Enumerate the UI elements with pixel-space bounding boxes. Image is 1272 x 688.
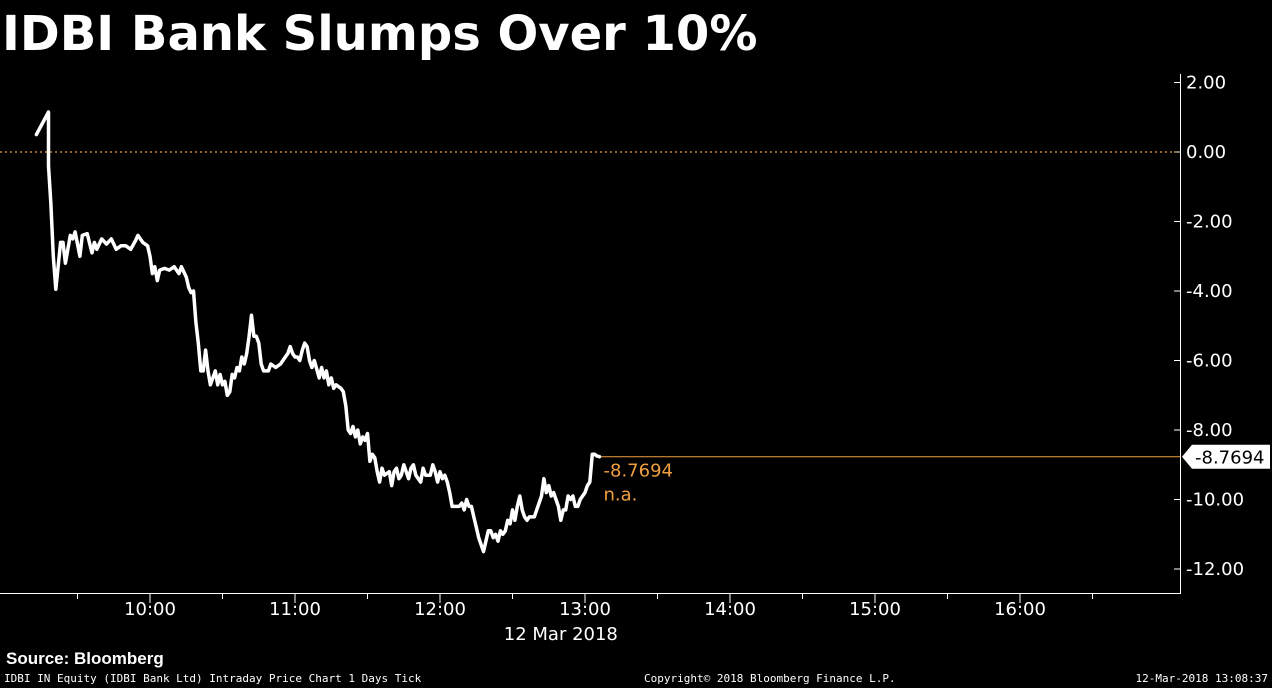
- x-tick-label: 11:00: [269, 599, 321, 620]
- x-tick-label: 12:00: [414, 599, 466, 620]
- x-tick-label: 13:00: [559, 599, 611, 620]
- annotation-na: n.a.: [604, 485, 638, 506]
- x-tick-label: 14:00: [704, 599, 756, 620]
- footer-copyright: Copyright© 2018 Bloomberg Finance L.P.: [644, 672, 896, 685]
- x-tick-label: 16:00: [994, 599, 1046, 620]
- y-tick-label: -8.00: [1186, 420, 1233, 441]
- footer-description: IDBI IN Equity (IDBI Bank Ltd) Intraday …: [4, 672, 422, 685]
- y-axis: 2.00 0.00 -2.00 -4.00 -6.00 -8.00 -10.00 -12.00: [1174, 73, 1244, 580]
- y-tick-label: -4.00: [1186, 281, 1233, 302]
- plot-frame: [0, 74, 1181, 594]
- last-value-tag-label: -8.7694: [1195, 448, 1264, 469]
- y-tick-label: -10.00: [1186, 490, 1244, 511]
- chart-title: IDBI Bank Slumps Over 10%: [2, 6, 758, 62]
- x-axis: 10:00 11:00 12:00 13:00 14:00 15:00 16:00 12 Ma…: [77, 593, 1093, 645]
- x-date-label: 12 Mar 2018: [504, 624, 618, 645]
- y-tick-label: -12.00: [1186, 559, 1244, 580]
- y-tick-label: -2.00: [1186, 212, 1233, 233]
- footer-timestamp: 12-Mar-2018 13:08:37: [1135, 672, 1268, 685]
- last-value-tag: -8.7694: [1182, 444, 1270, 469]
- y-tick-label: 2.00: [1186, 73, 1226, 94]
- annotation-last-value: -8.7694: [604, 461, 673, 482]
- y-tick-label: -6.00: [1186, 351, 1233, 372]
- x-tick-label: 15:00: [849, 599, 901, 620]
- price-series-line: [34, 110, 602, 554]
- y-tick-label: 0.00: [1186, 142, 1226, 163]
- x-tick-label: 10:00: [124, 599, 176, 620]
- source-label: Source: Bloomberg: [6, 649, 164, 668]
- last-value-tag-box: [1182, 444, 1270, 469]
